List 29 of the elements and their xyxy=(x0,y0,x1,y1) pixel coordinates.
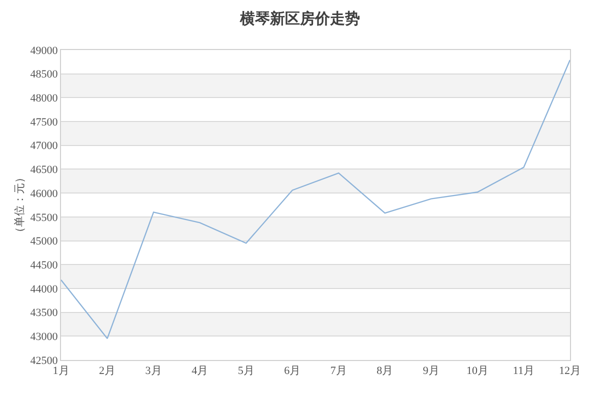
y-tick-label: 46000 xyxy=(30,188,58,200)
y-tick-label: 49000 xyxy=(30,44,58,57)
y-tick-label: 44500 xyxy=(30,259,58,272)
line-series xyxy=(61,59,570,340)
y-tick-label: 45000 xyxy=(30,236,58,248)
x-tick-label: 5月 xyxy=(238,365,254,378)
x-tick-label: 12月 xyxy=(559,365,581,378)
y-axis-title: （单位：元） xyxy=(12,172,26,238)
y-tick-label: 43500 xyxy=(30,307,58,320)
y-tick-label: 42500 xyxy=(30,354,58,367)
x-tick-label: 11月 xyxy=(512,365,535,378)
chart-title: 横琴新区房价走势 xyxy=(239,9,360,28)
x-tick-label: 2月 xyxy=(99,365,116,378)
y-tick-label: 48000 xyxy=(30,92,58,105)
x-tick-label: 3月 xyxy=(145,365,162,378)
x-tick-label: 4月 xyxy=(192,365,208,378)
y-tick-label: 46500 xyxy=(30,164,58,176)
x-tick-label: 7月 xyxy=(330,365,347,378)
y-tick-label: 43000 xyxy=(30,331,58,343)
x-tick-label: 10月 xyxy=(466,365,488,378)
y-tick-label: 44000 xyxy=(30,283,58,296)
x-tick-label: 9月 xyxy=(422,365,440,378)
x-tick-label: 6月 xyxy=(284,365,301,378)
y-tick-label: 47000 xyxy=(30,140,58,152)
x-tick-label: 1月 xyxy=(52,365,70,378)
y-tick-label: 47500 xyxy=(30,116,58,128)
y-tick-label: 48500 xyxy=(30,68,58,81)
y-tick-label: 45500 xyxy=(30,212,58,224)
x-tick-label: 8月 xyxy=(376,365,394,378)
